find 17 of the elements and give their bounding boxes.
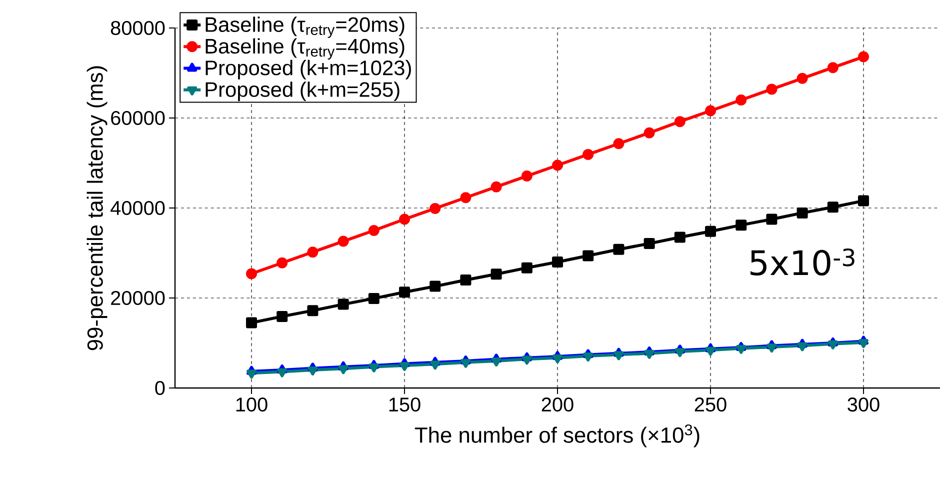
y-tick-label: 40000: [110, 200, 165, 216]
y-tick-label: 60000: [111, 110, 165, 126]
legend-label: Proposed (k+m=255): [206, 82, 400, 102]
x-tick-label: 200: [542, 398, 574, 412]
legend-label: Baseline (τ$_{retry}$=20ms): [206, 16, 404, 38]
y-tick-label: 20000: [111, 290, 165, 306]
y-axis-title: 99-percentile tail latency (ms): [86, 66, 108, 350]
x-axis-title: The number of sectors (×10$^{3}$): [414, 424, 700, 448]
x-tick-label: 300: [848, 398, 880, 412]
x-tick-label: 150: [389, 398, 420, 412]
x-tick-label: 100: [236, 398, 268, 412]
legend-label: Baseline (τ$_{retry}$=40ms): [206, 38, 404, 60]
x-tick-label: 250: [694, 398, 726, 412]
legend-label: Proposed (k+m=1023): [206, 60, 411, 80]
annotation: 5x10$^{-3}$: [750, 248, 854, 276]
y-tick-label: 80000: [110, 20, 165, 36]
y-tick-label: 0: [155, 380, 165, 396]
